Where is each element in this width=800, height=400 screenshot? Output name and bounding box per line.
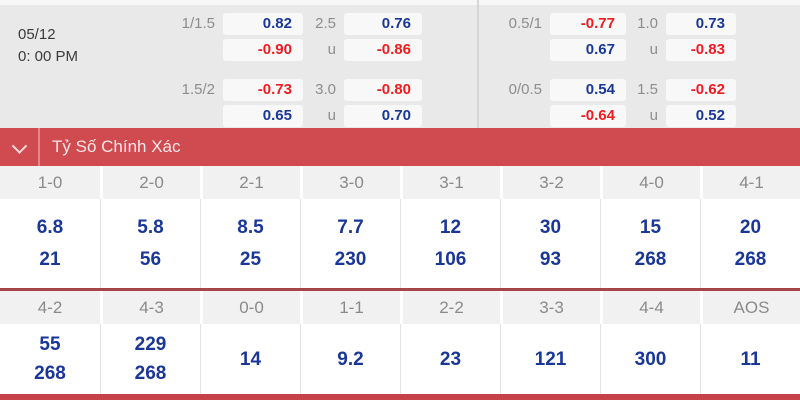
- odds-label: 2.5: [315, 15, 336, 32]
- score-odds-cell[interactable]: 12 106: [400, 199, 500, 288]
- odds-label: 1/1.5: [181, 15, 215, 32]
- score-header: 2-2: [400, 291, 500, 324]
- odds-label: u: [649, 107, 658, 124]
- odds-value[interactable]: 0.65: [223, 105, 303, 127]
- correct-score-section-header[interactable]: Tỷ Số Chính Xác: [0, 128, 800, 166]
- score-header: 3-0: [300, 166, 400, 199]
- score-odds-cell[interactable]: 229 268: [100, 324, 200, 394]
- score-header: 1-0: [0, 166, 100, 199]
- over-under-odds-group: 2.5 0.76 u -0.86 3.0 -0.80 u 0.70: [304, 13, 422, 131]
- odds-label: 3.0: [315, 81, 336, 98]
- odds-value[interactable]: -0.62: [666, 79, 736, 101]
- match-odds-section: 05/12 0: 00 PM 1/1.5 0.82 -0.90 1.5/2 -0…: [0, 0, 800, 128]
- score-header: 3-3: [500, 291, 600, 324]
- score-odds-cell[interactable]: 5.8 56: [100, 199, 200, 288]
- match-date: 05/12: [18, 26, 56, 43]
- match-time: 0: 00 PM: [18, 48, 79, 65]
- odds-value[interactable]: 0.70: [344, 105, 422, 127]
- odds-value[interactable]: -0.73: [223, 79, 303, 101]
- score-header: 4-4: [600, 291, 700, 324]
- odds-value[interactable]: -0.86: [344, 39, 422, 61]
- odds-label: u: [327, 41, 336, 58]
- score-header-row-2: 4-2 4-3 0-0 1-1 2-2 3-3 4-4 AOS: [0, 291, 800, 324]
- section-divider: [0, 288, 800, 291]
- score-header: 3-2: [500, 166, 600, 199]
- score-odds-cell[interactable]: 11: [700, 324, 800, 394]
- score-header: 2-1: [200, 166, 300, 199]
- score-odds-cell[interactable]: 15 268: [600, 199, 700, 288]
- score-odds-cell[interactable]: 14: [200, 324, 300, 394]
- odds-label: u: [649, 41, 658, 58]
- odds-value[interactable]: -0.77: [550, 13, 626, 35]
- score-header: 4-0: [600, 166, 700, 199]
- bottom-section-strip: [0, 394, 800, 400]
- score-odds-cell[interactable]: 23: [400, 324, 500, 394]
- score-odds-cell[interactable]: 121: [500, 324, 600, 394]
- score-odds-cell[interactable]: 6.8 21: [36, 217, 64, 270]
- odds-value[interactable]: -0.90: [223, 39, 303, 61]
- odds-label: 0/0.5: [508, 81, 542, 98]
- odds-value[interactable]: 0.82: [223, 13, 303, 35]
- score-header: 0-0: [200, 291, 300, 324]
- odds-value[interactable]: 0.67: [550, 39, 626, 61]
- over-under-odds-group-2: 1.0 0.73 u -0.83 1.5 -0.62 u 0.52: [634, 13, 736, 131]
- odds-value[interactable]: -0.83: [666, 39, 736, 61]
- collapse-toggle[interactable]: [0, 128, 38, 166]
- handicap-odds-group-2: 0.5/1 -0.77 0.67 0/0.5 0.54 -0.64: [498, 13, 626, 131]
- odds-value[interactable]: 0.52: [666, 105, 736, 127]
- score-odds-cell[interactable]: 8.5 25: [200, 199, 300, 288]
- score-header: 1-1: [300, 291, 400, 324]
- odds-label: 1.5/2: [181, 81, 215, 98]
- score-values-row-1: 6.8 21 5.8 56 8.5 25 7.7 230 12 106 30 9…: [0, 199, 800, 288]
- chevron-down-icon: [11, 137, 27, 154]
- score-odds-cell[interactable]: 7.7 230: [300, 199, 400, 288]
- score-values-row-2: 55 268 229 268 14 9.2 23 121 300 11: [0, 324, 800, 394]
- odds-value[interactable]: 0.73: [666, 13, 736, 35]
- score-header: 3-1: [400, 166, 500, 199]
- odds-value[interactable]: -0.64: [550, 105, 626, 127]
- odds-value[interactable]: 0.76: [344, 13, 422, 35]
- odds-label: 1.5: [637, 81, 658, 98]
- odds-vertical-divider: [477, 0, 479, 128]
- score-odds-cell[interactable]: 300: [600, 324, 700, 394]
- section-bar-divider: [38, 128, 40, 166]
- odds-label: 1.0: [637, 15, 658, 32]
- odds-value[interactable]: 0.54: [550, 79, 626, 101]
- score-header: 4-3: [100, 291, 200, 324]
- score-header: 2-0: [100, 166, 200, 199]
- odds-label: 0.5/1: [508, 15, 542, 32]
- score-header: 4-2: [0, 291, 100, 324]
- score-odds-cell[interactable]: 30 93: [500, 199, 600, 288]
- handicap-odds-group: 1/1.5 0.82 -0.90 1.5/2 -0.73 0.65: [160, 13, 303, 131]
- score-odds-cell[interactable]: 55 268: [34, 334, 66, 384]
- match-datetime: 05/12 0: 00 PM: [18, 24, 78, 68]
- score-odds-cell[interactable]: 20 268: [700, 199, 800, 288]
- score-header: AOS: [700, 291, 800, 324]
- score-odds-cell[interactable]: 9.2: [300, 324, 400, 394]
- top-highlight-strip: [0, 0, 800, 5]
- section-title: Tỷ Số Chính Xác: [52, 137, 181, 156]
- odds-label: u: [327, 107, 336, 124]
- score-header-row-1: 1-0 2-0 2-1 3-0 3-1 3-2 4-0 4-1: [0, 166, 800, 199]
- odds-value[interactable]: -0.80: [344, 79, 422, 101]
- score-header: 4-1: [700, 166, 800, 199]
